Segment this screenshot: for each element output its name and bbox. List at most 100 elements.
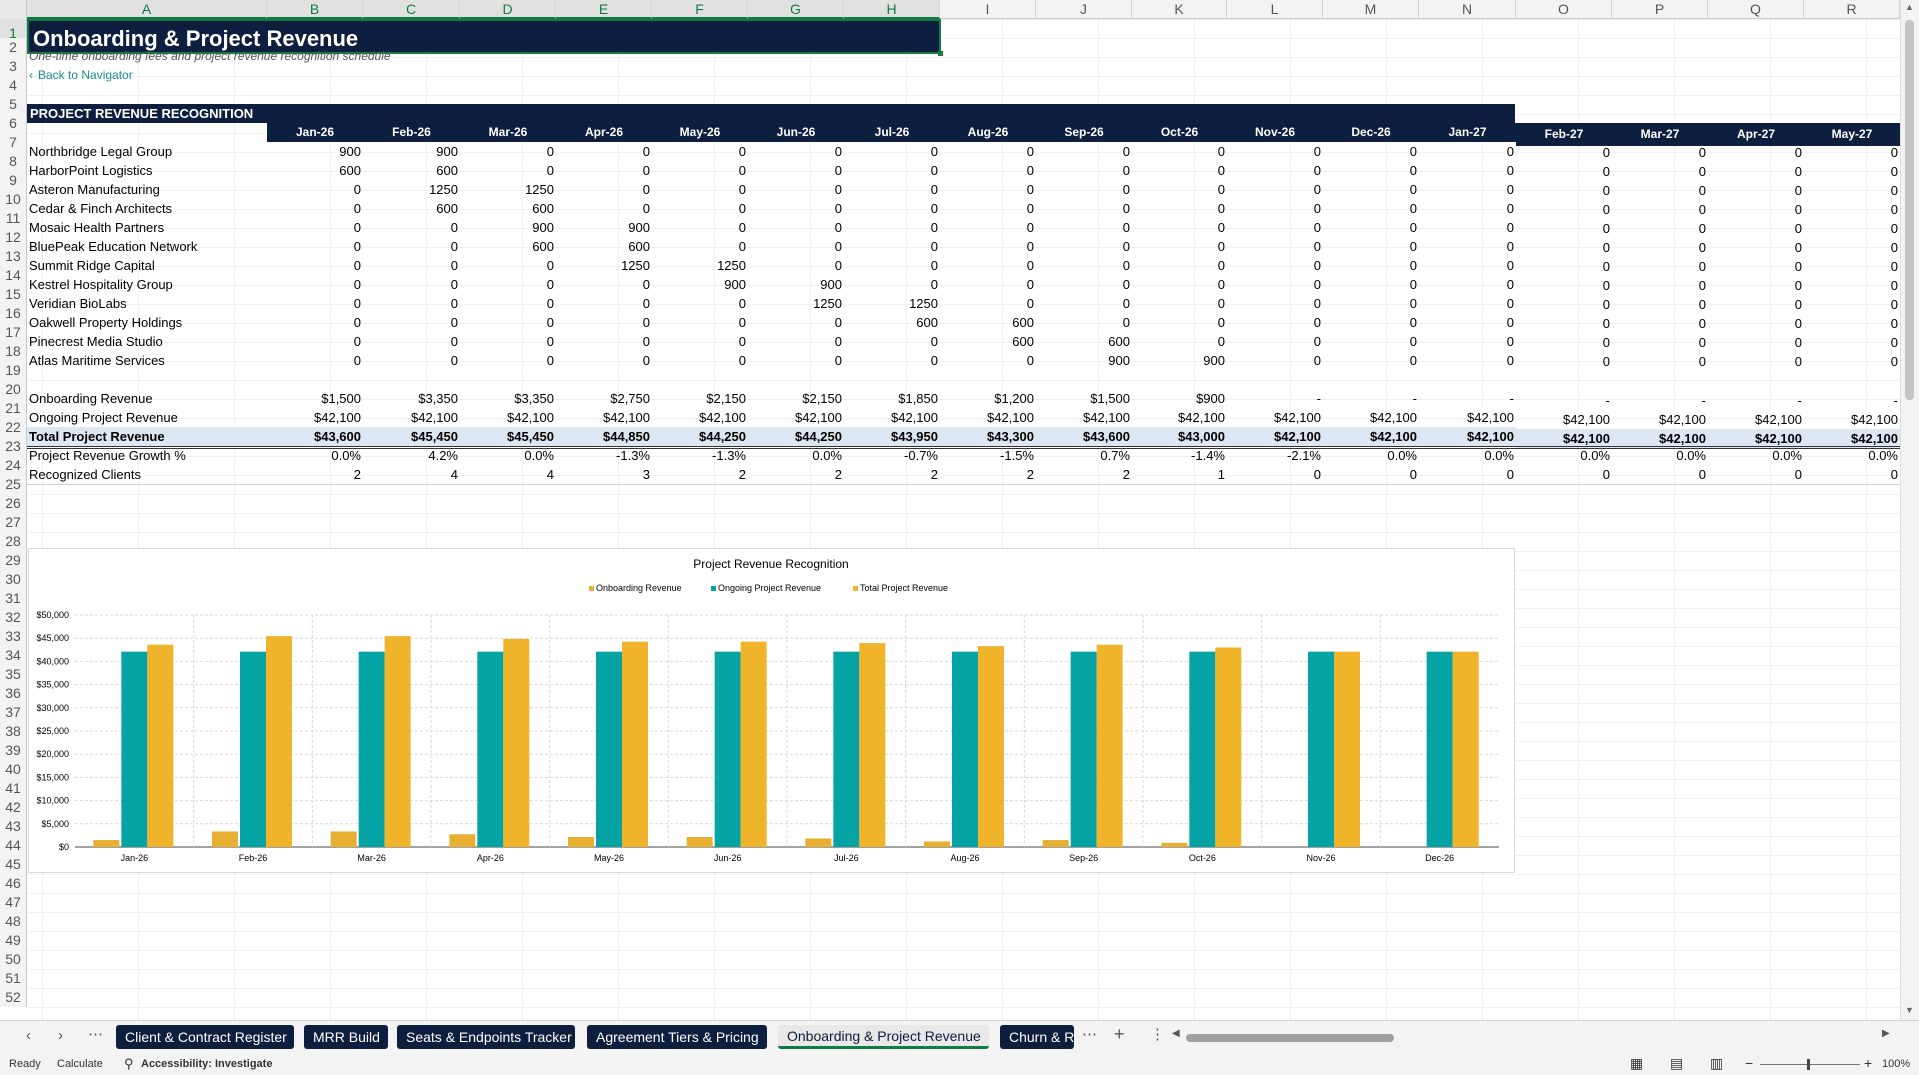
row-header-23[interactable]: 23 bbox=[0, 437, 27, 456]
row-header-5[interactable]: 5 bbox=[0, 95, 27, 114]
summary-cell[interactable]: $42,100 bbox=[1227, 427, 1323, 446]
summary-cell[interactable]: $1,850 bbox=[898, 391, 938, 406]
value-cell[interactable]: 0 bbox=[1890, 202, 1898, 217]
value-cell[interactable]: 0 bbox=[1122, 315, 1130, 330]
value-cell[interactable]: 0 bbox=[353, 277, 361, 292]
row-header-2[interactable]: 2 bbox=[0, 38, 27, 57]
page-layout-view-icon[interactable]: ▤ bbox=[1670, 1055, 1684, 1071]
summary-cell[interactable]: 0 bbox=[1409, 467, 1417, 482]
value-cell[interactable]: 0 bbox=[1698, 145, 1706, 160]
column-header-p[interactable]: P bbox=[1612, 0, 1708, 19]
scroll-down-arrow[interactable]: ▼ bbox=[1905, 1005, 1914, 1015]
summary-cell[interactable]: $42,100 bbox=[1083, 410, 1130, 425]
value-cell[interactable]: 0 bbox=[834, 201, 842, 216]
value-cell[interactable]: 0 bbox=[1602, 164, 1610, 179]
value-cell[interactable]: 0 bbox=[642, 353, 650, 368]
select-all-corner[interactable] bbox=[0, 0, 27, 19]
value-cell[interactable]: 0 bbox=[642, 144, 650, 159]
summary-cell[interactable]: 0.7% bbox=[1100, 448, 1130, 463]
value-cell[interactable]: 0 bbox=[1506, 296, 1514, 311]
value-cell[interactable]: 0 bbox=[1506, 277, 1514, 292]
value-cell[interactable]: 0 bbox=[1313, 353, 1321, 368]
tab-client-contract-register[interactable]: Client & Contract Register bbox=[116, 1025, 294, 1049]
value-cell[interactable]: 0 bbox=[1698, 202, 1706, 217]
row-header-15[interactable]: 15 bbox=[0, 285, 27, 304]
value-cell[interactable]: 0 bbox=[1506, 353, 1514, 368]
tab-seats-endpoints-tracker[interactable]: Seats & Endpoints Tracker bbox=[397, 1025, 575, 1049]
value-cell[interactable]: 900 bbox=[1203, 353, 1225, 368]
value-cell[interactable]: 0 bbox=[1217, 239, 1225, 254]
value-cell[interactable]: 0 bbox=[738, 296, 746, 311]
value-cell[interactable]: 0 bbox=[930, 277, 938, 292]
summary-cell[interactable]: 2 bbox=[930, 467, 938, 482]
value-cell[interactable]: 0 bbox=[738, 182, 746, 197]
row-header-39[interactable]: 39 bbox=[0, 741, 27, 760]
value-cell[interactable]: 0 bbox=[1602, 145, 1610, 160]
value-cell[interactable]: 0 bbox=[1794, 240, 1802, 255]
summary-cell[interactable]: -2.1% bbox=[1287, 448, 1321, 463]
row-header-21[interactable]: 21 bbox=[0, 399, 27, 418]
column-header-j[interactable]: J bbox=[1036, 0, 1132, 19]
summary-cell[interactable]: -1.3% bbox=[616, 448, 650, 463]
summary-cell[interactable]: $2,150 bbox=[706, 391, 746, 406]
summary-cell[interactable]: $42,100 bbox=[1851, 412, 1898, 427]
value-cell[interactable]: 0 bbox=[930, 201, 938, 216]
value-cell[interactable]: 0 bbox=[1698, 240, 1706, 255]
value-cell[interactable]: 0 bbox=[1506, 258, 1514, 273]
row-header-7[interactable]: 7 bbox=[0, 133, 27, 152]
value-cell[interactable]: 0 bbox=[738, 239, 746, 254]
row-header-6[interactable]: 6 bbox=[0, 114, 27, 133]
value-cell[interactable]: 0 bbox=[1506, 163, 1514, 178]
column-header-h[interactable]: H bbox=[844, 0, 940, 19]
value-cell[interactable]: 0 bbox=[1026, 220, 1034, 235]
column-header-c[interactable]: C bbox=[363, 0, 460, 19]
summary-cell[interactable]: $900 bbox=[1196, 391, 1225, 406]
value-cell[interactable]: 0 bbox=[546, 258, 554, 273]
value-cell[interactable]: 0 bbox=[546, 315, 554, 330]
column-header-l[interactable]: L bbox=[1227, 0, 1323, 19]
tab-onboarding-project-revenue[interactable]: Onboarding & Project Revenue bbox=[778, 1025, 989, 1049]
row-header-19[interactable]: 19 bbox=[0, 361, 27, 380]
row-header-41[interactable]: 41 bbox=[0, 779, 27, 798]
row-header-33[interactable]: 33 bbox=[0, 627, 27, 646]
summary-cell[interactable]: $42,100 bbox=[699, 410, 746, 425]
row-header-17[interactable]: 17 bbox=[0, 323, 27, 342]
selection-handle[interactable] bbox=[938, 51, 943, 56]
summary-cell[interactable]: 0.0% bbox=[1580, 448, 1610, 463]
value-cell[interactable]: 0 bbox=[738, 201, 746, 216]
row-header-8[interactable]: 8 bbox=[0, 152, 27, 171]
summary-cell[interactable]: 4 bbox=[450, 467, 458, 482]
value-cell[interactable]: 0 bbox=[1313, 277, 1321, 292]
summary-cell[interactable]: $42,100 bbox=[891, 410, 938, 425]
value-cell[interactable]: 0 bbox=[930, 144, 938, 159]
row-header-32[interactable]: 32 bbox=[0, 608, 27, 627]
value-cell[interactable]: 0 bbox=[1698, 183, 1706, 198]
value-cell[interactable]: 0 bbox=[1698, 297, 1706, 312]
row-header-14[interactable]: 14 bbox=[0, 266, 27, 285]
value-cell[interactable]: 0 bbox=[1122, 182, 1130, 197]
value-cell[interactable]: 0 bbox=[1506, 144, 1514, 159]
value-cell[interactable]: 0 bbox=[353, 239, 361, 254]
summary-cell[interactable]: 0 bbox=[1698, 467, 1706, 482]
column-header-i[interactable]: I bbox=[940, 0, 1036, 19]
value-cell[interactable]: 0 bbox=[1409, 144, 1417, 159]
value-cell[interactable]: 0 bbox=[738, 144, 746, 159]
value-cell[interactable]: 0 bbox=[1409, 334, 1417, 349]
value-cell[interactable]: 0 bbox=[1217, 182, 1225, 197]
row-header-18[interactable]: 18 bbox=[0, 342, 27, 361]
value-cell[interactable]: 0 bbox=[1602, 335, 1610, 350]
summary-cell[interactable]: 0 bbox=[1506, 467, 1514, 482]
value-cell[interactable]: 0 bbox=[1026, 353, 1034, 368]
value-cell[interactable]: 0 bbox=[353, 315, 361, 330]
value-cell[interactable]: 0 bbox=[642, 277, 650, 292]
project-revenue-chart[interactable]: Project Revenue Recognition Onboarding Re… bbox=[28, 548, 1515, 873]
value-cell[interactable]: 0 bbox=[1217, 334, 1225, 349]
row-header-24[interactable]: 24 bbox=[0, 456, 27, 475]
back-to-navigator-link[interactable]: ‹ Back to Navigator bbox=[29, 66, 329, 85]
value-cell[interactable]: 0 bbox=[1122, 163, 1130, 178]
summary-cell[interactable]: 0.0% bbox=[1868, 448, 1898, 463]
column-header-g[interactable]: G bbox=[748, 0, 844, 19]
summary-cell[interactable]: $42,100 bbox=[411, 410, 458, 425]
row-header-44[interactable]: 44 bbox=[0, 836, 27, 855]
value-cell[interactable]: 0 bbox=[642, 182, 650, 197]
